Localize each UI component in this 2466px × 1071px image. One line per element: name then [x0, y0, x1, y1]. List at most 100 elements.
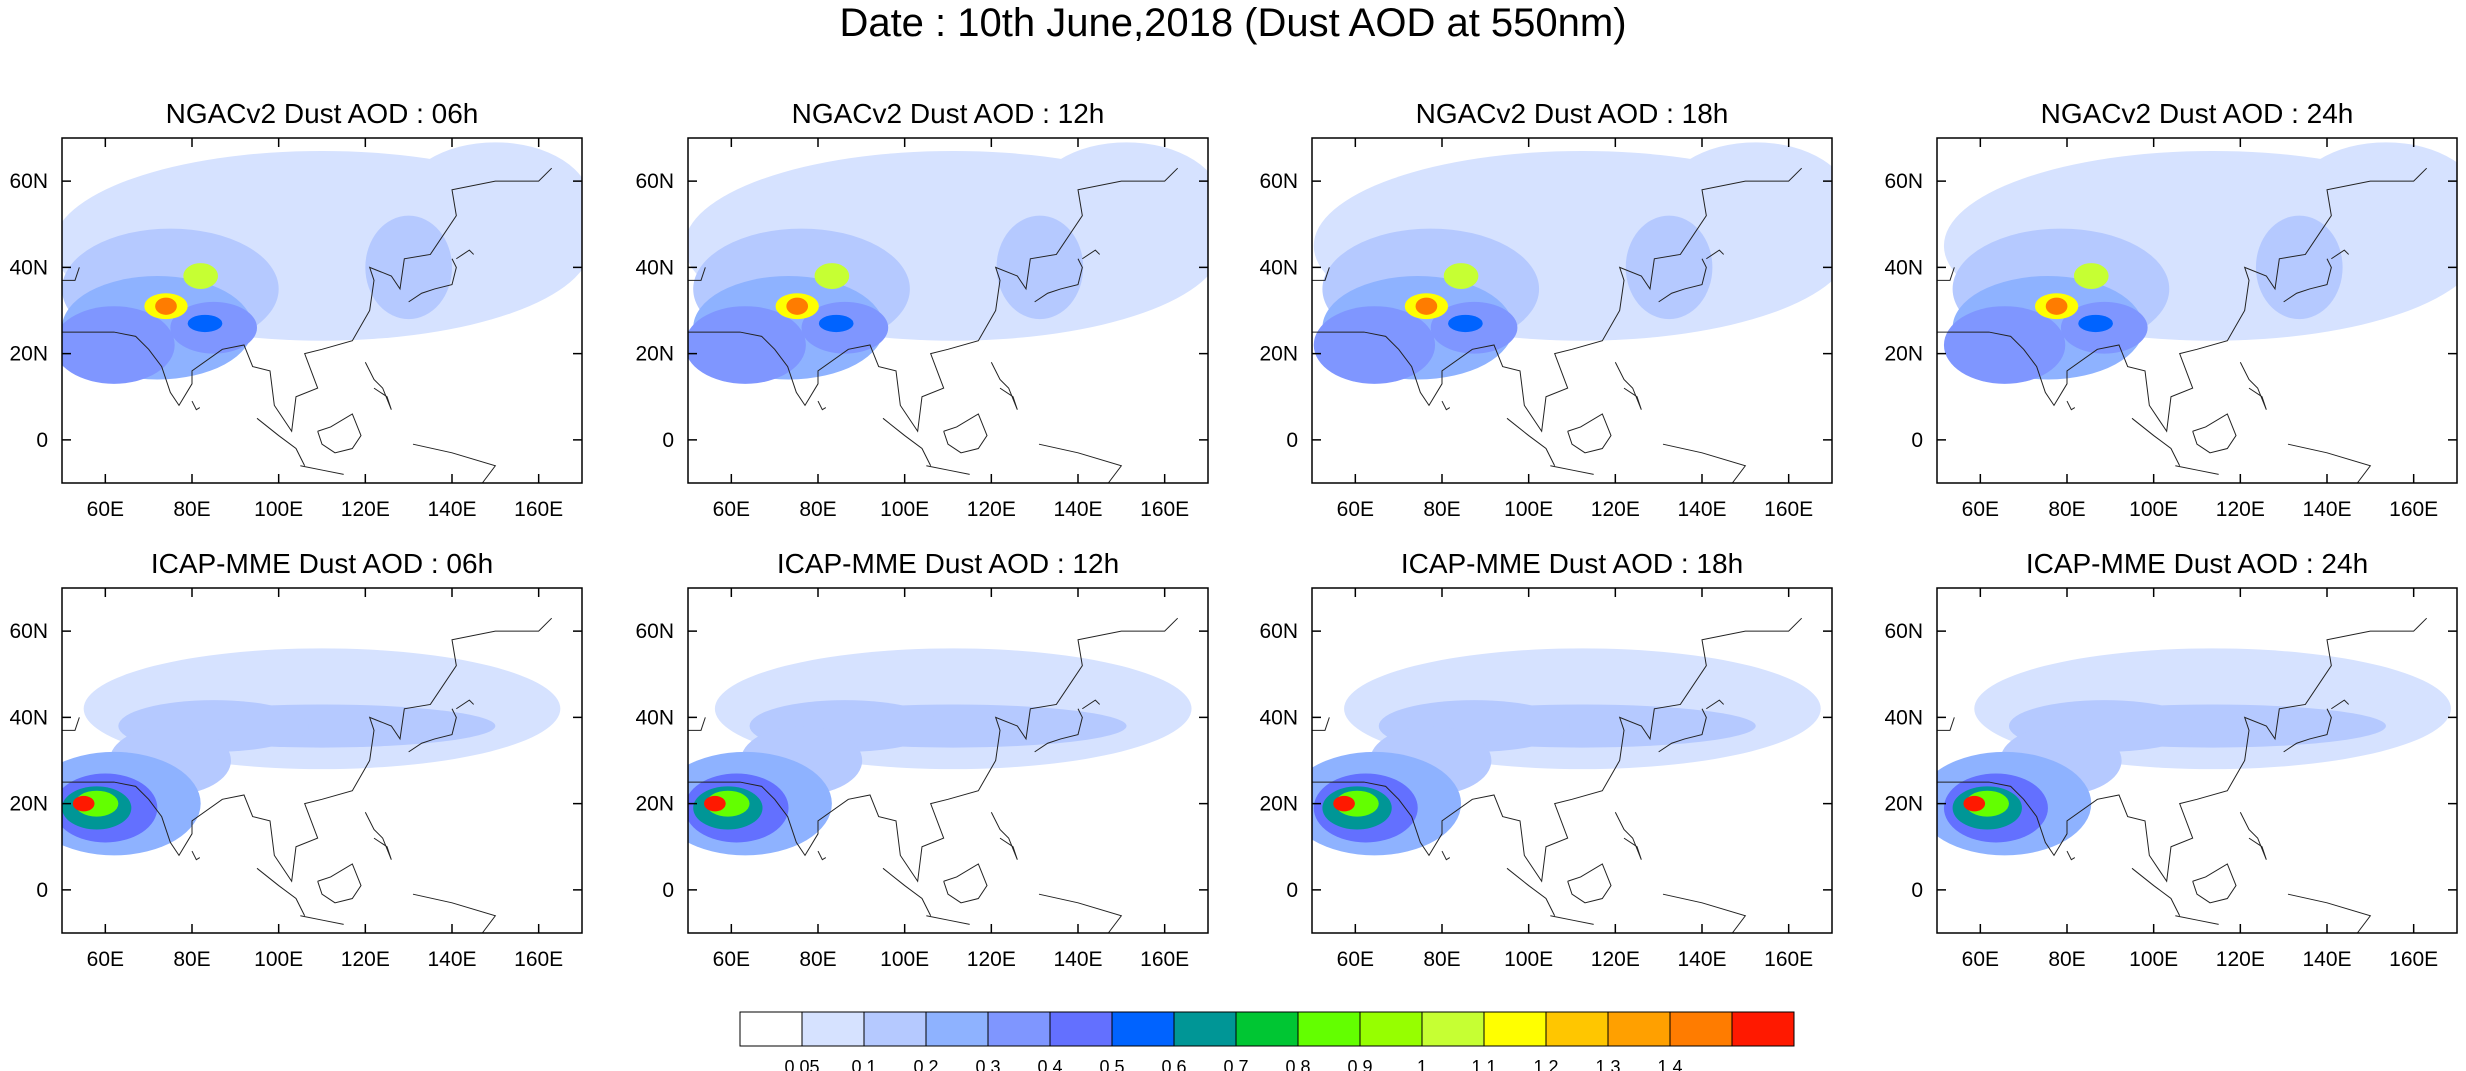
- coastline: [1658, 708, 1707, 753]
- lat-tick-label: 60N: [1259, 170, 1298, 193]
- aod-contour: [1448, 314, 1483, 333]
- lon-tick-label: 60E: [87, 948, 124, 971]
- lat-tick-label: 0: [1286, 879, 1298, 902]
- aod-contour: [1963, 795, 1986, 812]
- coastline: [1312, 310, 1313, 324]
- lat-tick-label: 60N: [9, 620, 48, 643]
- aod-contour: [786, 297, 809, 315]
- aod-contour: [1333, 795, 1355, 812]
- map-frame: [1311, 137, 1833, 484]
- colorbar-swatch: [1235, 1011, 1299, 1047]
- lat-tick-label: 60N: [9, 170, 48, 193]
- coastlines: [1937, 617, 2428, 933]
- coastline: [317, 863, 362, 904]
- lat-tick-label: 20N: [1884, 343, 1923, 366]
- lon-tick-label: 140E: [2302, 948, 2351, 971]
- coastline: [1937, 760, 1938, 774]
- colorbar-label: 0.4: [1037, 1057, 1062, 1071]
- coastline: [317, 413, 362, 454]
- coastline: [926, 915, 970, 925]
- lon-tick-label: 140E: [1053, 498, 1102, 521]
- dust-aod-field: [1313, 142, 1832, 384]
- lon-tick-label: 120E: [341, 498, 390, 521]
- coastline: [1312, 760, 1313, 774]
- lon-tick-label: 120E: [2216, 498, 2265, 521]
- lon-tick-label: 160E: [2389, 498, 2438, 521]
- lat-tick-label: 0: [1911, 429, 1923, 452]
- lon-tick-label: 160E: [1764, 948, 1813, 971]
- lon-tick-label: 60E: [87, 498, 124, 521]
- lat-tick-label: 0: [1911, 879, 1923, 902]
- aod-contour: [996, 215, 1084, 320]
- coastline: [1550, 465, 1594, 475]
- aod-contour: [818, 314, 854, 333]
- aod-contour: [183, 263, 219, 289]
- coastline: [943, 863, 988, 904]
- panel-title: NGACv2 Dust AOD : 06h: [166, 98, 479, 129]
- colorbar-swatch: [1421, 1011, 1485, 1047]
- coastline: [1038, 893, 1123, 933]
- lat-tick-label: 0: [1286, 429, 1298, 452]
- lat-tick-label: 20N: [635, 793, 674, 816]
- coastline: [62, 717, 80, 731]
- colorbar-swatch: [1173, 1011, 1237, 1047]
- map-panel: ICAP-MME Dust AOD : 18h 60E 80E 100E 120E 140…: [1259, 548, 1833, 971]
- lon-tick-label: 140E: [2302, 498, 2351, 521]
- colorbar-label: 1: [1417, 1057, 1427, 1071]
- colorbar-label: 1.3: [1595, 1057, 1620, 1071]
- aod-contour: [1031, 142, 1208, 264]
- coastline: [408, 708, 457, 753]
- aod-contour: [2255, 215, 2343, 320]
- aod-contour: [1443, 263, 1479, 289]
- map-frame: [1936, 137, 2458, 484]
- coastline: [2131, 417, 2181, 466]
- coastline: [688, 267, 706, 281]
- coastline: [688, 760, 689, 774]
- lat-tick-label: 0: [36, 879, 48, 902]
- lat-tick-label: 40N: [1884, 706, 1923, 729]
- coastline: [2192, 413, 2237, 454]
- coastline: [62, 617, 553, 883]
- panel-title: NGACv2 Dust AOD : 12h: [792, 98, 1105, 129]
- coastline: [256, 417, 306, 466]
- colorbar-swatch: [987, 1011, 1051, 1047]
- coastline: [1312, 717, 1330, 731]
- coastline: [2192, 863, 2237, 904]
- lat-tick-label: 20N: [635, 343, 674, 366]
- dust-aod-field: [1312, 648, 1821, 856]
- colorbar-label: 0.3: [975, 1057, 1000, 1071]
- aod-contour: [2290, 142, 2457, 264]
- lon-tick-label: 120E: [967, 498, 1016, 521]
- lon-tick-label: 60E: [1337, 948, 1374, 971]
- coastline: [62, 267, 80, 281]
- coastlines: [62, 617, 553, 933]
- aod-contour: [365, 215, 452, 320]
- lon-tick-label: 80E: [2048, 948, 2085, 971]
- lon-tick-label: 80E: [1423, 948, 1460, 971]
- aod-contour: [2078, 314, 2113, 333]
- coastline: [688, 310, 689, 324]
- colorbar-swatch: [801, 1011, 865, 1047]
- lon-tick-label: 80E: [799, 948, 836, 971]
- coastline: [456, 249, 475, 260]
- lat-tick-label: 40N: [9, 706, 48, 729]
- colorbar-swatch: [1049, 1011, 1113, 1047]
- lon-tick-label: 60E: [713, 948, 750, 971]
- colorbar-label: 0.2: [913, 1057, 938, 1071]
- lon-tick-label: 100E: [2129, 948, 2178, 971]
- colorbar-label: 1.2: [1533, 1057, 1558, 1071]
- lon-tick-label: 140E: [427, 948, 476, 971]
- coastline: [2287, 893, 2372, 933]
- coastline: [1662, 893, 1747, 933]
- lat-tick-label: 40N: [1259, 256, 1298, 279]
- lat-tick-label: 40N: [9, 256, 48, 279]
- coastline: [1706, 699, 1725, 710]
- coastline: [1312, 167, 1803, 433]
- coastline: [1441, 850, 1451, 861]
- lat-tick-label: 20N: [1884, 793, 1923, 816]
- lat-tick-label: 40N: [635, 256, 674, 279]
- coastline: [990, 812, 1018, 860]
- panel-title: NGACv2 Dust AOD : 24h: [2041, 98, 2354, 129]
- coastline: [2239, 812, 2267, 860]
- aod-contour: [187, 314, 223, 333]
